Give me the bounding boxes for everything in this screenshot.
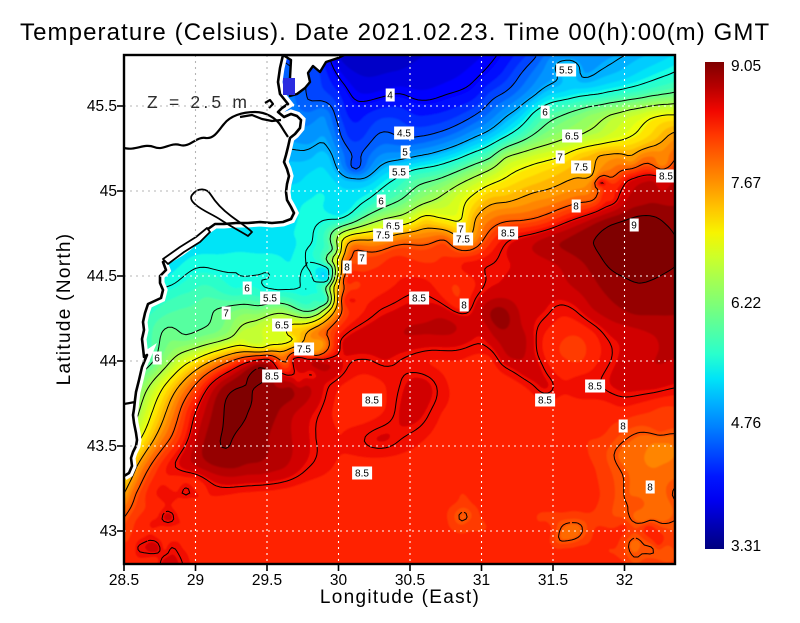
svg-text:8.5: 8.5 [659, 172, 673, 183]
svg-text:Latitude (North): Latitude (North) [54, 233, 75, 386]
svg-text:8.5: 8.5 [355, 469, 369, 480]
svg-text:45.5: 45.5 [87, 98, 117, 115]
svg-text:8.5: 8.5 [588, 382, 602, 393]
svg-text:8: 8 [461, 301, 467, 312]
svg-text:Z = 2.5 m: Z = 2.5 m [147, 92, 250, 112]
svg-text:5.5: 5.5 [263, 294, 277, 305]
svg-text:43.5: 43.5 [87, 438, 117, 455]
svg-text:7.5: 7.5 [574, 163, 588, 174]
svg-text:6: 6 [542, 108, 548, 119]
svg-text:4.5: 4.5 [397, 129, 411, 140]
svg-text:44: 44 [100, 353, 118, 370]
svg-text:8.5: 8.5 [501, 229, 515, 240]
svg-text:5.5: 5.5 [392, 168, 406, 179]
svg-text:7: 7 [458, 225, 464, 236]
svg-text:44.5: 44.5 [87, 268, 117, 285]
svg-text:6.22: 6.22 [731, 295, 761, 312]
svg-text:43: 43 [100, 523, 117, 540]
svg-text:6: 6 [154, 354, 160, 365]
svg-text:6: 6 [244, 284, 250, 295]
svg-text:Longitude (East): Longitude (East) [320, 587, 480, 608]
svg-text:6.5: 6.5 [275, 321, 289, 332]
svg-text:6.5: 6.5 [386, 222, 400, 233]
svg-text:7.5: 7.5 [376, 231, 390, 242]
svg-text:8: 8 [647, 483, 653, 494]
svg-text:7: 7 [359, 254, 365, 265]
svg-text:31: 31 [473, 572, 490, 589]
svg-text:8.5: 8.5 [538, 396, 552, 407]
svg-text:Temperature (Celsius). Date 20: Temperature (Celsius). Date 2021.02.23. … [20, 19, 770, 46]
svg-text:7: 7 [557, 153, 563, 164]
svg-text:30: 30 [330, 572, 348, 589]
svg-text:7.5: 7.5 [297, 345, 311, 356]
svg-text:8.5: 8.5 [412, 294, 426, 305]
svg-text:9.05: 9.05 [731, 58, 761, 75]
svg-text:8: 8 [344, 263, 350, 274]
svg-text:8: 8 [573, 202, 579, 213]
svg-text:3.31: 3.31 [731, 538, 761, 555]
svg-text:30.5: 30.5 [395, 572, 425, 589]
svg-text:5.5: 5.5 [559, 66, 573, 77]
svg-text:29.5: 29.5 [252, 572, 282, 589]
svg-text:8.5: 8.5 [365, 396, 379, 407]
svg-text:31.5: 31.5 [538, 572, 568, 589]
svg-text:8: 8 [620, 422, 626, 433]
svg-text:7.67: 7.67 [731, 175, 761, 192]
svg-text:28.5: 28.5 [109, 572, 139, 589]
svg-text:4: 4 [387, 91, 393, 102]
svg-text:5: 5 [402, 148, 408, 159]
svg-text:9: 9 [631, 221, 637, 232]
svg-text:6: 6 [378, 197, 384, 208]
svg-text:45: 45 [100, 183, 117, 200]
svg-text:8.5: 8.5 [265, 372, 279, 383]
svg-text:7: 7 [223, 309, 229, 320]
svg-text:29: 29 [187, 572, 204, 589]
svg-text:6.5: 6.5 [565, 132, 579, 143]
svg-text:7.5: 7.5 [456, 235, 470, 246]
svg-text:4.76: 4.76 [731, 415, 761, 432]
svg-text:32: 32 [616, 572, 633, 589]
